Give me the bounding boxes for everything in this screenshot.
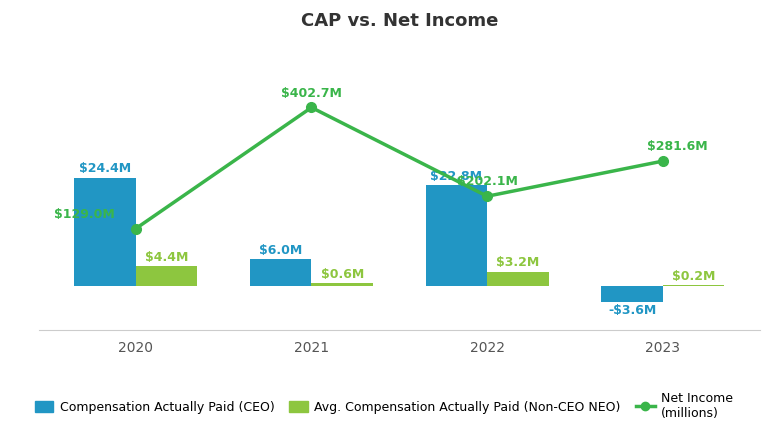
Bar [312, 283, 373, 286]
Bar [426, 185, 487, 286]
Text: $402.7M: $402.7M [281, 87, 342, 99]
Text: $6.0M: $6.0M [259, 244, 302, 257]
Bar [74, 178, 135, 286]
Bar [135, 266, 197, 286]
Text: $202.1M: $202.1M [456, 175, 518, 188]
Bar [487, 272, 549, 286]
Bar [250, 259, 312, 286]
Legend: Compensation Actually Paid (CEO), Avg. Compensation Actually Paid (Non-CEO NEO),: Compensation Actually Paid (CEO), Avg. C… [31, 388, 737, 423]
Title: CAP vs. Net Income: CAP vs. Net Income [301, 12, 498, 30]
Text: $0.2M: $0.2M [672, 269, 716, 283]
Text: -$3.6M: -$3.6M [608, 304, 656, 317]
Text: $24.4M: $24.4M [79, 162, 131, 176]
Text: $3.2M: $3.2M [496, 256, 539, 269]
Bar [663, 285, 724, 286]
Text: $4.4M: $4.4M [145, 251, 188, 264]
Text: $0.6M: $0.6M [320, 268, 364, 281]
Text: $22.8M: $22.8M [431, 170, 482, 183]
Text: $281.6M: $281.6M [647, 140, 707, 153]
Bar [601, 286, 663, 302]
Text: $129.0M: $129.0M [54, 208, 114, 221]
